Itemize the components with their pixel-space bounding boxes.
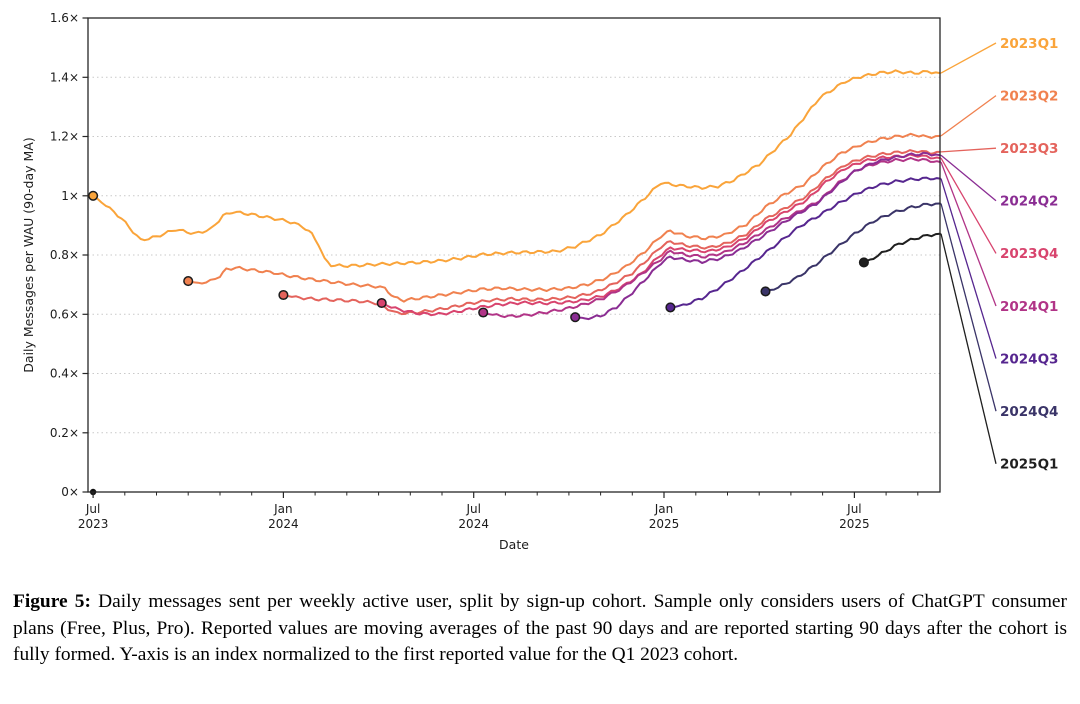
series-line-2024Q3 bbox=[669, 176, 941, 309]
plot-border bbox=[87, 17, 941, 493]
cohort-label-2024Q2: 2024Q2 bbox=[1000, 194, 1058, 210]
start-marker-2025Q1 bbox=[858, 257, 869, 268]
cohort-label-2023Q1: 2023Q1 bbox=[1000, 36, 1058, 52]
right-cohort-labels: 2023Q1 2023Q2 2023Q3 2024Q2 2023Q4 2024Q1 2024… bbox=[940, 36, 1058, 473]
leader-line-2025Q1 bbox=[940, 233, 997, 464]
series-line-2023Q4 bbox=[380, 153, 941, 317]
start-marker-2023Q3 bbox=[278, 289, 289, 301]
leader-line-2024Q2 bbox=[940, 154, 997, 202]
plot-frame bbox=[87, 17, 941, 493]
y-tick-label: 1.4× bbox=[50, 71, 79, 85]
y-tick-label: 0.8× bbox=[50, 248, 79, 262]
leader-line-2023Q1 bbox=[940, 42, 997, 74]
start-marker-2023Q4 bbox=[376, 297, 387, 309]
cohort-line-chart: 0× 0.2× 0.4× 0.6× 0.8× 1× 1.2× 1.4× 1.6× Jul 2023 J… bbox=[21, 11, 1059, 552]
start-markers bbox=[88, 190, 869, 496]
series-line-2024Q4 bbox=[764, 202, 941, 293]
series-line-2023Q3 bbox=[282, 149, 941, 316]
cohort-label-2025Q1: 2025Q1 bbox=[1000, 457, 1058, 473]
cohort-label-2023Q2: 2023Q2 bbox=[1000, 88, 1058, 104]
y-axis-title: Daily Messages per WAU (90-day MA) bbox=[21, 137, 36, 372]
x-axis-title: Date bbox=[499, 537, 529, 552]
start-marker-2024Q3 bbox=[665, 302, 676, 313]
start-marker-2023Q1 bbox=[88, 190, 99, 201]
start-marker-2024Q4 bbox=[760, 286, 771, 297]
chart-plot-area: 0× 0.2× 0.4× 0.6× 0.8× 1× 1.2× 1.4× 1.6× Jul 2023 J… bbox=[50, 11, 1059, 531]
leader-line-2024Q4 bbox=[940, 203, 997, 412]
y-tick-label: 0.2× bbox=[50, 426, 79, 440]
series-lines bbox=[92, 69, 941, 321]
start-marker-2024Q1 bbox=[478, 307, 489, 318]
x-tick-label: Jan 2024 bbox=[268, 502, 299, 531]
series-line-2023Q1 bbox=[92, 69, 941, 268]
cohort-label-2024Q3: 2024Q3 bbox=[1000, 351, 1058, 367]
x-tick-label: Jul 2023 bbox=[78, 502, 109, 531]
y-tick-label: 1.6× bbox=[50, 11, 79, 25]
leader-line-2024Q3 bbox=[940, 178, 997, 359]
x-tick-label: Jul 2025 bbox=[839, 502, 870, 531]
cohort-label-2024Q4: 2024Q4 bbox=[1000, 404, 1058, 420]
cohort-label-2024Q1: 2024Q1 bbox=[1000, 299, 1058, 315]
start-marker-2023Q2 bbox=[183, 276, 194, 287]
series-line-2024Q2 bbox=[574, 151, 941, 321]
y-tick-label: 1.2× bbox=[50, 130, 79, 144]
x-tick-label: Jul 2024 bbox=[458, 502, 489, 531]
figure-caption-label: Figure 5: bbox=[13, 591, 91, 612]
y-tick-label: 0.4× bbox=[50, 367, 79, 381]
series-line-2023Q2 bbox=[187, 132, 941, 303]
leader-line-2023Q3 bbox=[940, 147, 997, 153]
y-tick-label: 0.6× bbox=[50, 307, 79, 321]
figure-5-chart: 0× 0.2× 0.4× 0.6× 0.8× 1× 1.2× 1.4× 1.6× Jul 2023 J… bbox=[21, 11, 1059, 552]
figure-caption: Figure 5: Daily messages sent per weekly… bbox=[0, 589, 1080, 669]
leader-line-2024Q1 bbox=[940, 161, 997, 307]
y-tick-label: 0× bbox=[61, 485, 79, 499]
leader-line-2023Q2 bbox=[940, 95, 997, 137]
series-line-2025Q1 bbox=[862, 232, 941, 264]
figure-caption-text: Daily messages sent per weekly active us… bbox=[13, 591, 1067, 665]
x-tick-label: Jan 2025 bbox=[649, 502, 680, 531]
cohort-label-2023Q3: 2023Q3 bbox=[1000, 141, 1058, 157]
start-marker-2024Q2 bbox=[570, 312, 581, 323]
y-tick-label: 1× bbox=[61, 189, 79, 203]
gridlines bbox=[88, 76, 940, 434]
cohort-label-2023Q4: 2023Q4 bbox=[1000, 246, 1058, 262]
leader-line-2023Q4 bbox=[940, 157, 997, 254]
axis-ticks: 0× 0.2× 0.4× 0.6× 0.8× 1× 1.2× 1.4× 1.6× Jul 2023 J… bbox=[50, 11, 919, 531]
